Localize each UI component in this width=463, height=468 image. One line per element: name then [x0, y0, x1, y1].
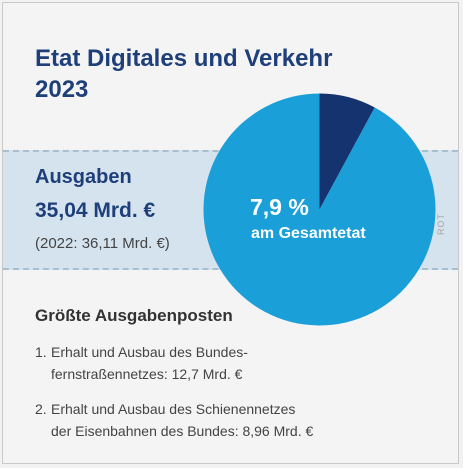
- pie-slice-rest: [203, 93, 436, 326]
- list-item: 2. Erhalt und Ausbau des Schienennetzes d…: [35, 398, 425, 442]
- share-percentage: 7,9 %: [250, 194, 309, 220]
- share-pie-chart: [203, 93, 436, 326]
- infographic-title: Etat Digitales und Verkehr 2023: [35, 43, 332, 105]
- credit-label: ROT: [436, 213, 446, 235]
- spending-amount: 35,04 Mrd. €: [35, 199, 156, 222]
- title-line-2: 2023: [35, 76, 89, 103]
- item-text-line-1: Erhalt und Ausbau des Schienennetzes: [51, 401, 296, 417]
- list-item: 1. Erhalt und Ausbau des Bundes- fernstra…: [35, 341, 425, 385]
- item-number: 2.: [35, 401, 47, 417]
- budget-infographic: Etat Digitales und Verkehr 2023 Ausgaben…: [2, 2, 459, 464]
- item-text-line-2: fernstraßennetzes: 12,7 Mrd. €: [51, 366, 243, 382]
- largest-items-heading: Größte Ausgabenposten: [35, 306, 233, 325]
- spending-previous-year: (2022: 36,11 Mrd. €): [35, 235, 170, 252]
- title-line-1: Etat Digitales und Verkehr: [35, 45, 333, 72]
- item-number: 1.: [35, 344, 47, 360]
- item-text-line-2: der Eisenbahnen des Bundes: 8,96 Mrd. €: [51, 423, 314, 439]
- spending-label: Ausgaben: [35, 166, 132, 188]
- item-text-line-1: Erhalt und Ausbau des Bundes-: [51, 344, 248, 360]
- largest-items-list: 1. Erhalt und Ausbau des Bundes- fernstra…: [35, 341, 425, 455]
- pie-slice-share: [319, 93, 375, 210]
- share-caption: am Gesamtetat: [251, 225, 366, 242]
